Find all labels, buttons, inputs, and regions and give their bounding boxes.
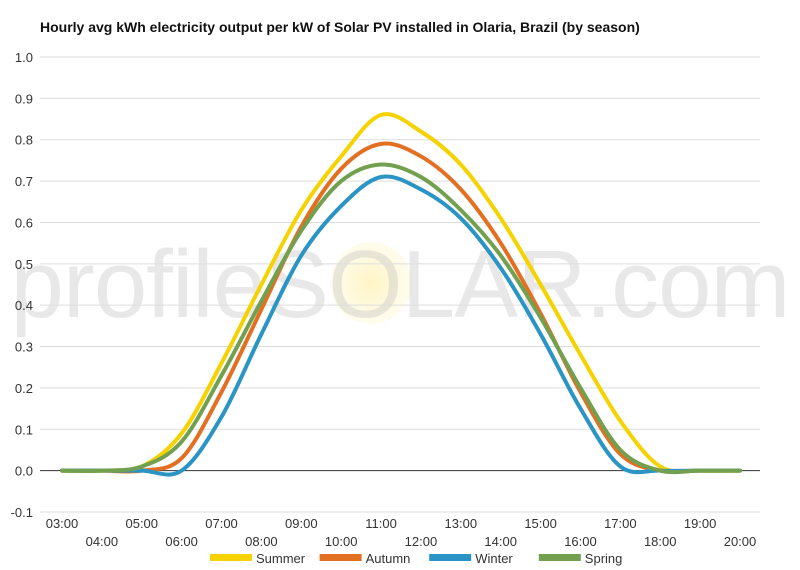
y-tick-label: 0.7	[15, 174, 33, 189]
series-line-winter	[60, 174, 742, 477]
legend-label-winter: Winter	[475, 551, 513, 566]
x-tick-label: 05:00	[125, 516, 158, 531]
x-tick-label: 18:00	[644, 534, 677, 549]
legend-label-spring: Spring	[585, 551, 623, 566]
legend-label-autumn: Autumn	[366, 551, 411, 566]
y-tick-label: 0.9	[15, 91, 33, 106]
x-tick-label: 20:00	[724, 534, 757, 549]
x-tick-label: 19:00	[684, 516, 717, 531]
x-tick-label: 13:00	[445, 516, 478, 531]
y-tick-label: 0.1	[15, 422, 33, 437]
y-axis-tick-labels: 1.0 0.9 0.8 0.7 0.6 0.5 0.4 0.3 0.2 0.1 0.0 -0.1	[11, 50, 33, 520]
x-tick-label: 06:00	[165, 534, 198, 549]
y-tick-label: 0.6	[15, 215, 33, 230]
y-tick-label: 0.2	[15, 381, 33, 396]
y-tick-label: 0.5	[15, 257, 33, 272]
series-line-spring	[60, 162, 742, 475]
y-tick-label: 0.0	[15, 464, 33, 479]
legend: Summer Autumn Winter Spring	[210, 551, 622, 566]
x-tick-label: 12:00	[405, 534, 438, 549]
y-tick-label: 0.8	[15, 133, 33, 148]
legend-swatch-winter	[429, 554, 472, 561]
x-tick-label: 04:00	[86, 534, 119, 549]
x-tick-label: 10:00	[325, 534, 358, 549]
x-tick-label: 15:00	[524, 516, 557, 531]
y-tick-label: 0.3	[15, 340, 33, 355]
x-tick-label: 16:00	[564, 534, 597, 549]
legend-label-summer: Summer	[256, 551, 306, 566]
x-axis-tick-labels: 03:00 04:00 05:00 06:00 07:00 08:00 09:00 10:00…	[46, 516, 757, 549]
x-tick-label: 17:00	[604, 516, 637, 531]
legend-swatch-spring	[538, 554, 581, 561]
x-tick-label: 07:00	[205, 516, 238, 531]
legend-swatch-autumn	[319, 554, 362, 561]
y-tick-label: -0.1	[11, 505, 33, 520]
x-tick-label: 08:00	[245, 534, 278, 549]
x-tick-label: 03:00	[46, 516, 79, 531]
y-tick-label: 1.0	[15, 50, 33, 65]
series-lines	[60, 112, 742, 477]
x-tick-label: 09:00	[285, 516, 318, 531]
legend-swatch-summer	[210, 554, 252, 561]
x-tick-label: 11:00	[365, 516, 397, 531]
chart-title: Hourly avg kWh electricity output per kW…	[40, 19, 640, 35]
series-line-autumn	[60, 141, 742, 474]
x-tick-label: 14:00	[484, 534, 517, 549]
gridlines	[40, 56, 760, 513]
y-tick-label: 0.4	[15, 298, 33, 313]
series-line-summer	[60, 112, 742, 474]
